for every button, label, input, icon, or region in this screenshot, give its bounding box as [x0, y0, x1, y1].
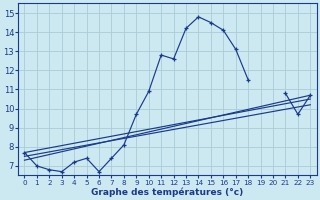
X-axis label: Graphe des températures (°c): Graphe des températures (°c) — [91, 187, 244, 197]
